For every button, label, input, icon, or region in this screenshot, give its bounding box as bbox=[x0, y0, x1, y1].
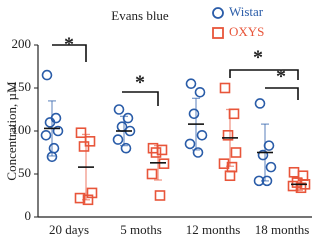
point bbox=[224, 170, 236, 182]
legend-marker bbox=[212, 27, 224, 39]
significance-label: * bbox=[64, 34, 74, 56]
point bbox=[154, 190, 166, 201]
y-tick-label: 50 bbox=[18, 165, 31, 180]
point bbox=[112, 134, 124, 145]
point bbox=[228, 108, 240, 120]
x-tick-label: 20 days bbox=[49, 222, 89, 237]
point bbox=[263, 140, 275, 151]
y-tick-label: 0 bbox=[25, 208, 32, 223]
point bbox=[146, 168, 158, 180]
y-axis-label: Concentration, µM bbox=[4, 81, 19, 181]
significance-bracket bbox=[122, 91, 159, 106]
point bbox=[218, 158, 230, 169]
point bbox=[75, 127, 87, 139]
point bbox=[265, 161, 277, 173]
legend-marker bbox=[212, 7, 224, 19]
point bbox=[185, 78, 197, 89]
significance-label: * bbox=[253, 47, 263, 69]
significance-bracket bbox=[265, 87, 299, 100]
point bbox=[230, 147, 242, 158]
point bbox=[254, 98, 266, 109]
point bbox=[158, 158, 170, 169]
point bbox=[122, 112, 134, 124]
legend-label: Wistar bbox=[229, 4, 264, 19]
significance-bracket bbox=[229, 69, 299, 80]
point bbox=[194, 87, 206, 98]
point bbox=[156, 144, 168, 156]
x-tick-label: 18 months bbox=[255, 222, 310, 237]
significance-label: * bbox=[276, 66, 286, 88]
chart: Evans blue Concentration, µM 0 50 100 150 20… bbox=[4, 4, 312, 237]
point bbox=[288, 166, 300, 178]
point bbox=[257, 149, 269, 161]
point bbox=[40, 130, 52, 141]
significance-bracket bbox=[52, 44, 87, 62]
point bbox=[150, 147, 162, 158]
point bbox=[44, 117, 56, 128]
point bbox=[78, 141, 90, 152]
point bbox=[184, 138, 196, 150]
point bbox=[48, 142, 60, 154]
point bbox=[196, 130, 208, 141]
y-tick-label: 200 bbox=[12, 36, 32, 51]
point bbox=[188, 108, 200, 120]
chart-title: Evans blue bbox=[111, 8, 169, 23]
point bbox=[52, 125, 64, 137]
point bbox=[295, 182, 307, 194]
point bbox=[41, 69, 53, 81]
significance-label: * bbox=[135, 72, 145, 94]
y-tick-label: 150 bbox=[12, 79, 32, 94]
point bbox=[120, 142, 132, 154]
point bbox=[287, 180, 299, 192]
legend-label: OXYS bbox=[229, 24, 264, 39]
point bbox=[222, 130, 234, 141]
point bbox=[219, 82, 231, 94]
x-tick-label: 12 months bbox=[186, 222, 241, 237]
y-tick-label: 100 bbox=[12, 122, 32, 137]
x-tick-label: 5 moths bbox=[120, 222, 162, 237]
point bbox=[113, 104, 125, 115]
point bbox=[74, 192, 86, 204]
point bbox=[192, 147, 204, 158]
